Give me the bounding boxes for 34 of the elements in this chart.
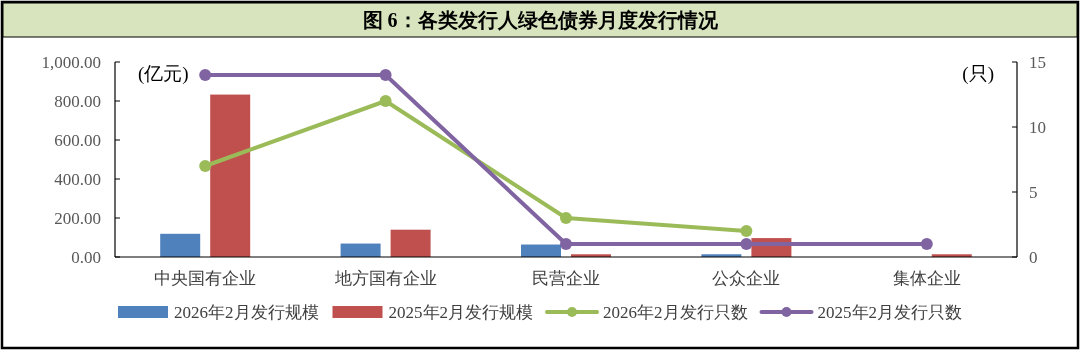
y2-tick-label: 5 bbox=[1029, 183, 1038, 202]
chart-title: 图 6：各类发行人绿色债券月度发行情况 bbox=[362, 9, 719, 31]
y2-tick-label: 0 bbox=[1029, 248, 1038, 267]
point bbox=[379, 69, 392, 81]
y-tick-label: 600.00 bbox=[54, 131, 101, 150]
x-tick-label: 公众企业 bbox=[712, 269, 781, 288]
y-tick-label: 1,000.00 bbox=[41, 53, 101, 72]
point bbox=[379, 95, 392, 107]
point bbox=[740, 225, 753, 237]
bar bbox=[160, 233, 201, 257]
x-tick-label: 集体企业 bbox=[892, 269, 961, 288]
x-tick-label: 民营企业 bbox=[532, 269, 600, 288]
y-tick-label: 800.00 bbox=[54, 92, 101, 111]
point bbox=[740, 238, 753, 250]
y2-axis-title: (只) bbox=[962, 63, 994, 85]
point bbox=[199, 160, 212, 172]
legend-label: 2026年2月发行规模 bbox=[174, 303, 319, 322]
y-tick-label: 200.00 bbox=[54, 209, 101, 228]
x-tick-label: 中央国有企业 bbox=[154, 269, 257, 288]
legend-label: 2025年2月发行只数 bbox=[817, 303, 962, 322]
point bbox=[560, 212, 572, 224]
y-axis-title: (亿元) bbox=[138, 63, 189, 85]
x-tick-label: 地方国有企业 bbox=[333, 269, 437, 288]
legend-label: 2026年2月发行只数 bbox=[603, 303, 748, 322]
y2-tick-label: 15 bbox=[1029, 53, 1046, 72]
bar bbox=[210, 94, 251, 257]
legend-label: 2025年2月发行规模 bbox=[388, 303, 533, 322]
bar bbox=[390, 229, 431, 257]
point bbox=[199, 69, 212, 81]
y-tick-label: 0.00 bbox=[71, 248, 101, 267]
y2-tick-label: 10 bbox=[1029, 118, 1046, 137]
point bbox=[920, 238, 933, 250]
y-tick-label: 400.00 bbox=[54, 170, 101, 189]
point bbox=[560, 238, 572, 250]
